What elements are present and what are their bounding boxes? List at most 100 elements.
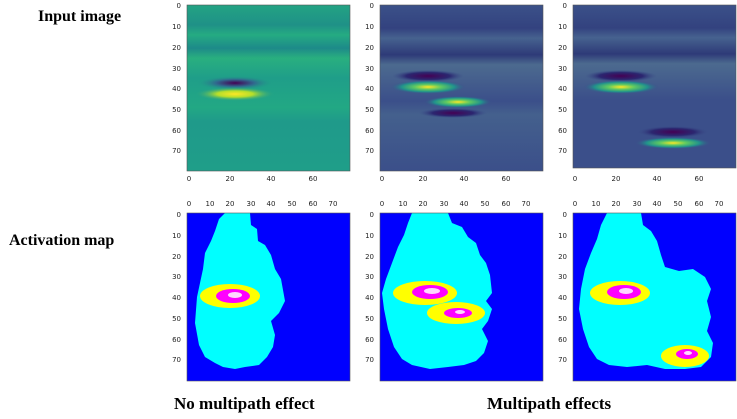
- row-label-input-image: Input image: [38, 8, 121, 26]
- x-tick: 30: [440, 200, 449, 208]
- bright-blob: [424, 96, 492, 108]
- bright-blob: [635, 137, 711, 149]
- y-tick: 40: [558, 85, 567, 93]
- x-tick: 40: [460, 175, 469, 183]
- y-tick: 30: [558, 65, 567, 73]
- x-axis-ticks: 0 20 40 60: [380, 175, 511, 183]
- y-tick: 10: [558, 232, 567, 240]
- activation-map-panel-1: 0 10 20 30 40 50 60 70 0 10 20 30 40 50 …: [175, 197, 360, 383]
- x-tick: 20: [612, 175, 621, 183]
- x-tick: 60: [695, 200, 704, 208]
- y-tick: 70: [365, 147, 374, 155]
- y-tick: 70: [558, 147, 567, 155]
- y-tick: 50: [365, 106, 374, 114]
- x-axis-ticks: 0 10 20 30 40 50 60 70: [573, 200, 724, 208]
- x-tick: 40: [653, 175, 662, 183]
- x-tick: 70: [715, 200, 724, 208]
- y-axis-ticks: 0 10 20 30 40 50 60 70: [558, 211, 567, 364]
- input-image-panel-3: 0 10 20 30 40 50 60 70 0 20 40 60: [561, 0, 737, 185]
- x-axis-ticks: 0 10 20 30 40 50 60 70: [380, 200, 531, 208]
- x-tick: 0: [573, 175, 577, 183]
- y-axis-ticks: 0 10 20 30 40 50 60 70: [558, 2, 567, 155]
- y-tick: 10: [172, 232, 181, 240]
- y-tick: 10: [172, 23, 181, 31]
- y-tick: 60: [365, 127, 374, 135]
- y-tick: 50: [172, 106, 181, 114]
- y-tick: 30: [172, 65, 181, 73]
- x-tick: 0: [187, 175, 191, 183]
- y-tick: 60: [558, 336, 567, 344]
- activation-map-panel-2: 0 10 20 30 40 50 60 70 0 10 20 30 40 50 …: [368, 197, 553, 383]
- x-tick: 10: [399, 200, 408, 208]
- y-tick: 30: [365, 65, 374, 73]
- y-tick: 20: [172, 44, 181, 52]
- x-tick: 50: [288, 200, 297, 208]
- activation-map-panel-3: 0 10 20 30 40 50 60 70 0 10 20 30 40 50 …: [561, 197, 737, 383]
- y-tick: 30: [558, 273, 567, 281]
- caption-multipath: Multipath effects: [487, 394, 611, 414]
- y-tick: 40: [172, 294, 181, 302]
- x-axis-ticks: 0 20 40 60: [573, 175, 704, 183]
- bright-blob: [390, 80, 466, 94]
- y-tick: 60: [558, 127, 567, 135]
- y-tick: 70: [172, 147, 181, 155]
- y-tick: 30: [365, 273, 374, 281]
- y-tick: 70: [558, 356, 567, 364]
- x-tick: 60: [502, 200, 511, 208]
- y-tick: 0: [563, 2, 567, 10]
- dark-blob: [637, 126, 709, 138]
- x-tick: 40: [267, 200, 276, 208]
- activation-region-core: [424, 288, 440, 294]
- x-tick: 0: [380, 175, 384, 183]
- y-axis-ticks: 0 10 20 30 40 50 60 70: [172, 2, 181, 155]
- x-tick: 20: [226, 175, 235, 183]
- y-tick: 20: [172, 253, 181, 261]
- y-tick: 50: [365, 315, 374, 323]
- y-tick: 40: [365, 294, 374, 302]
- y-axis-ticks: 0 10 20 30 40 50 60 70: [172, 211, 181, 364]
- x-axis-ticks: 0 20 40 60: [187, 175, 318, 183]
- y-tick: 20: [558, 44, 567, 52]
- y-axis-ticks: 0 10 20 30 40 50 60 70: [365, 2, 374, 155]
- activation-region-core: [684, 351, 692, 355]
- y-tick: 50: [172, 315, 181, 323]
- caption-no-multipath: No multipath effect: [174, 394, 315, 414]
- x-tick: 60: [309, 200, 318, 208]
- x-tick: 40: [267, 175, 276, 183]
- y-tick: 60: [172, 127, 181, 135]
- x-tick: 20: [419, 175, 428, 183]
- y-tick: 10: [365, 232, 374, 240]
- y-tick: 0: [370, 211, 374, 219]
- y-tick: 0: [177, 211, 181, 219]
- x-tick: 30: [247, 200, 256, 208]
- y-axis-ticks: 0 10 20 30 40 50 60 70: [365, 211, 374, 364]
- x-tick: 60: [502, 175, 511, 183]
- x-axis-ticks: 0 10 20 30 40 50 60 70: [187, 200, 338, 208]
- activation-region-core: [228, 292, 242, 298]
- input-image-panel-2: 0 10 20 30 40 50 60 70 0 20 40 60: [368, 0, 553, 185]
- x-tick: 60: [309, 175, 318, 183]
- y-tick: 20: [365, 44, 374, 52]
- y-tick: 60: [172, 336, 181, 344]
- y-tick: 0: [177, 2, 181, 10]
- y-tick: 30: [172, 273, 181, 281]
- x-tick: 0: [380, 200, 384, 208]
- x-tick: 30: [633, 200, 642, 208]
- y-tick: 0: [563, 211, 567, 219]
- x-tick: 20: [612, 200, 621, 208]
- x-tick: 40: [653, 200, 662, 208]
- x-tick: 10: [592, 200, 601, 208]
- x-tick: 40: [460, 200, 469, 208]
- x-tick: 20: [419, 200, 428, 208]
- y-tick: 0: [370, 2, 374, 10]
- dark-blob: [419, 108, 487, 118]
- y-tick: 40: [365, 85, 374, 93]
- y-tick: 20: [558, 253, 567, 261]
- x-tick: 70: [329, 200, 338, 208]
- y-tick: 40: [172, 85, 181, 93]
- y-tick: 20: [365, 253, 374, 261]
- bright-blob: [195, 87, 275, 101]
- row-label-activation-map: Activation map: [9, 232, 114, 250]
- x-tick: 60: [695, 175, 704, 183]
- y-tick: 70: [172, 356, 181, 364]
